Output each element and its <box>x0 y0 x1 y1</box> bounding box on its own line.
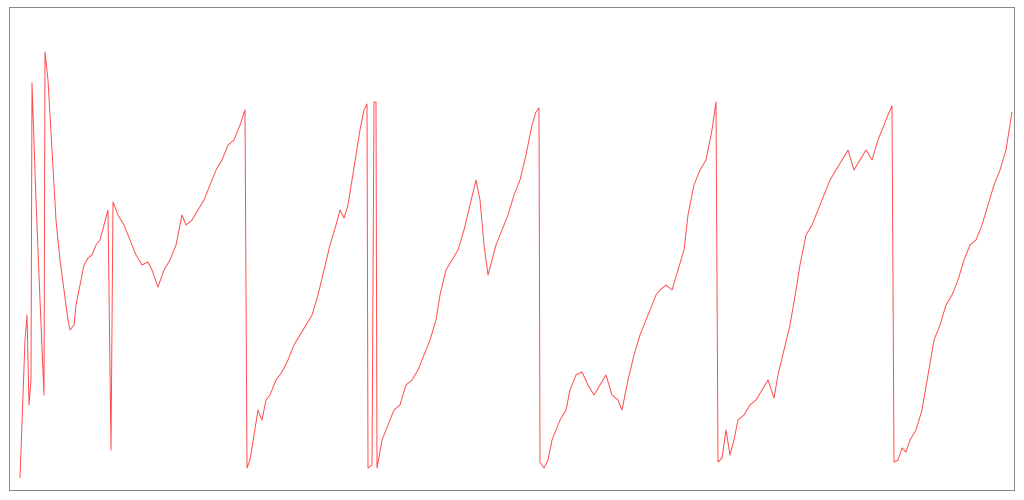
series-line <box>19 51 1013 479</box>
plot-frame <box>9 7 1015 491</box>
